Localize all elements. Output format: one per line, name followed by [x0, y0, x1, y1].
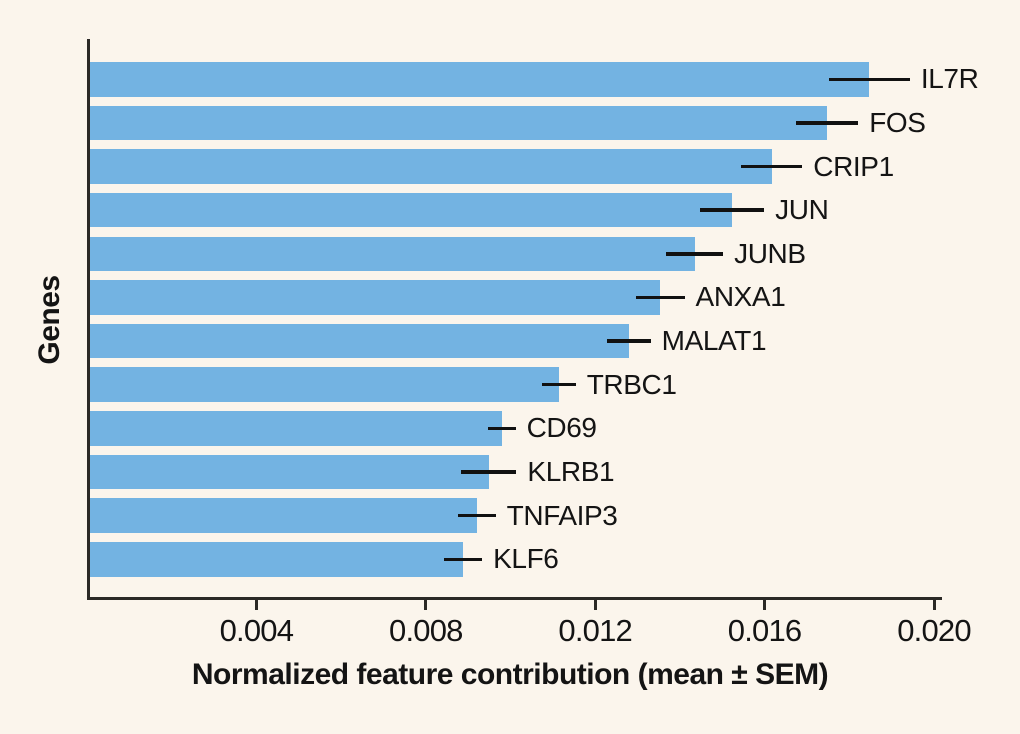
bar-label-klrb1: KLRB1 — [527, 456, 615, 487]
bar-crip1 — [90, 149, 772, 184]
error-bar-il7r — [828, 77, 910, 81]
x-tick — [254, 597, 258, 610]
error-bar-fos — [795, 121, 859, 125]
bar-label-trbc1: TRBC1 — [586, 368, 677, 400]
y-axis-line — [87, 39, 90, 600]
bar-label-il7r: IL7R — [920, 63, 979, 95]
bar-label-cd69: CD69 — [526, 412, 597, 444]
bar-junb — [90, 236, 695, 272]
x-axis-line — [87, 597, 942, 600]
bar-fos — [90, 105, 827, 141]
bar-label-fos: FOS — [869, 106, 926, 138]
x-axis-title: Normalized feature contribution (mean ± … — [191, 658, 829, 691]
bar-jun — [90, 192, 732, 228]
x-tick — [593, 597, 597, 610]
bar-tnfaip3 — [90, 498, 478, 533]
bar-label-anxa1: ANXA1 — [695, 281, 786, 313]
bar-klrb1 — [90, 454, 489, 490]
bar-cd69 — [90, 411, 503, 446]
error-bar-jun — [699, 208, 765, 212]
x-tick-label: 0.004 — [219, 613, 294, 648]
plot-area: IL7R FOS CRIP1 JUN JUNB ANXA1 MALAT1 TRBC1 CD69 K… — [87, 39, 979, 648]
x-tick — [763, 597, 767, 610]
bar-malat1 — [90, 323, 629, 359]
x-tick — [932, 597, 936, 610]
bar-il7r — [90, 62, 870, 97]
x-tick-label: 0.016 — [727, 613, 802, 648]
error-bar-klrb1 — [461, 470, 517, 474]
x-tick-label: 0.008 — [389, 613, 463, 648]
error-bar-malat1 — [606, 339, 651, 343]
bar-label-jun: JUN — [775, 194, 829, 226]
x-tick — [424, 597, 428, 610]
error-bar-trbc1 — [541, 382, 576, 387]
bar-label-crip1: CRIP1 — [813, 150, 894, 182]
bar-klf6 — [90, 542, 464, 577]
error-bar-tnfaip3 — [458, 513, 496, 518]
bar-label-tnfaip3: TNFAIP3 — [506, 499, 618, 531]
bar-label-klf6: KLF6 — [493, 543, 559, 575]
error-bar-anxa1 — [636, 295, 685, 300]
x-tick-label: 0.012 — [558, 613, 632, 648]
bar-label-malat1: MALAT1 — [661, 325, 767, 357]
x-tick-label: 0.020 — [897, 613, 971, 648]
bar-trbc1 — [90, 367, 559, 402]
error-bar-crip1 — [741, 164, 803, 169]
error-bar-klf6 — [444, 557, 483, 562]
bar-anxa1 — [90, 280, 661, 315]
error-bar-cd69 — [488, 426, 516, 431]
y-axis-title: Genes — [33, 275, 66, 365]
error-bar-junb — [666, 252, 724, 256]
bar-label-junb: JUNB — [734, 237, 806, 269]
